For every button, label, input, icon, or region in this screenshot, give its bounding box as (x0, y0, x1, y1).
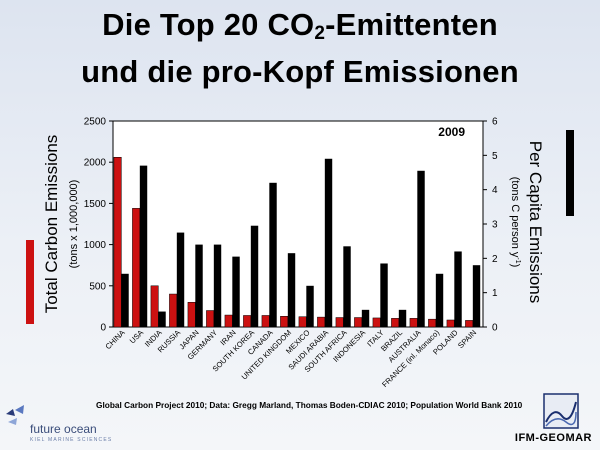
year-annotation: 2009 (438, 125, 465, 139)
bar-per-capita (343, 246, 351, 327)
y2-axis-label: Per Capita Emissions (526, 141, 545, 304)
title-line-1: Die Top 20 CO2-Emittenten (0, 6, 600, 53)
bar-per-capita (213, 244, 222, 327)
y-axis-label: Total Carbon Emissions (42, 135, 61, 314)
bar-total-emissions (372, 317, 381, 328)
y2-axis-sublabel: (tons C person y-1) (509, 177, 521, 268)
left-tick-label: 2500 (84, 117, 107, 128)
bar-per-capita (454, 251, 462, 327)
bar-per-capita (195, 244, 203, 327)
title-rest-text: -Emittenten (325, 7, 498, 42)
bar-total-emissions (206, 310, 215, 328)
left-tick-label: 500 (89, 281, 106, 292)
bar-total-emissions (298, 316, 307, 328)
title-subscript: 2 (314, 23, 326, 44)
bar-total-emissions (354, 317, 363, 328)
y-axis-sublabel: (tons x 1,000,000) (68, 180, 80, 269)
right-tick-label: 6 (492, 117, 498, 128)
ifm-geomar-emblem-icon (543, 393, 579, 429)
bar-total-emissions (187, 302, 196, 328)
bar-per-capita (158, 311, 166, 327)
bar-total-emissions (243, 315, 252, 328)
bar-total-emissions (280, 316, 289, 328)
bar-per-capita (250, 225, 259, 327)
bar-per-capita (176, 232, 185, 327)
right-tick-label: 2 (492, 254, 498, 265)
bar-per-capita (472, 265, 481, 327)
bar-total-emissions (428, 318, 437, 328)
bar-per-capita (269, 182, 277, 327)
title-main-text: Die Top 20 CO (102, 7, 315, 42)
right-tick-label: 3 (492, 220, 498, 231)
bar-per-capita (287, 253, 296, 327)
bar-per-capita (306, 285, 314, 327)
bar-per-capita (232, 256, 240, 327)
left-tick-label: 1000 (84, 240, 107, 251)
source-note: Global Carbon Project 2010; Data: Gregg … (96, 400, 523, 410)
bar-per-capita (380, 263, 388, 327)
right-tick-label: 1 (492, 288, 498, 299)
bar-total-emissions (132, 208, 141, 328)
bar-total-emissions (317, 316, 326, 328)
left-tick-label: 1500 (84, 199, 107, 210)
bar-per-capita (435, 273, 444, 327)
right-tick-label: 4 (492, 185, 498, 196)
bar-per-capita (324, 158, 333, 327)
bar-total-emissions (169, 293, 178, 328)
bar-per-capita (417, 170, 425, 327)
bar-total-emissions (150, 285, 159, 328)
bar-per-capita (139, 165, 148, 327)
ifm-geomar-logo: IFM-GEOMAR (482, 392, 592, 448)
future-ocean-logo: future ocean KIEL MARINE SCIENCES (4, 398, 134, 446)
bar-per-capita (398, 309, 407, 327)
bar-total-emissions (113, 157, 122, 328)
bar-total-emissions (409, 318, 418, 328)
legend-swatch-per-capita (566, 130, 574, 216)
ifm-geomar-text: IFM-GEOMAR (514, 432, 592, 444)
bar-total-emissions (446, 319, 455, 328)
title-line-2: und die pro-Kopf Emissionen (81, 54, 519, 89)
slide-title: Die Top 20 CO2-Emittenten und die pro-Ko… (0, 6, 600, 91)
bar-per-capita (361, 309, 370, 327)
left-tick-label: 0 (100, 323, 106, 334)
right-tick-label: 0 (492, 323, 498, 334)
future-ocean-text: future ocean (30, 422, 97, 436)
x-tick-label: CHINA (104, 327, 128, 351)
bar-total-emissions (224, 314, 233, 328)
bar-total-emissions (261, 315, 270, 328)
bar-total-emissions (335, 317, 344, 328)
bar-per-capita (121, 273, 129, 327)
future-ocean-subtext: KIEL MARINE SCIENCES (30, 437, 113, 443)
wave-birds-icon (6, 405, 24, 425)
bar-total-emissions (391, 318, 400, 328)
bar-total-emissions (465, 320, 474, 328)
x-tick-label: SPAIN (456, 328, 478, 350)
right-tick-label: 5 (492, 151, 498, 162)
left-tick-label: 2000 (84, 158, 107, 169)
legend-swatch-total (26, 240, 34, 324)
plot-area (112, 120, 484, 328)
